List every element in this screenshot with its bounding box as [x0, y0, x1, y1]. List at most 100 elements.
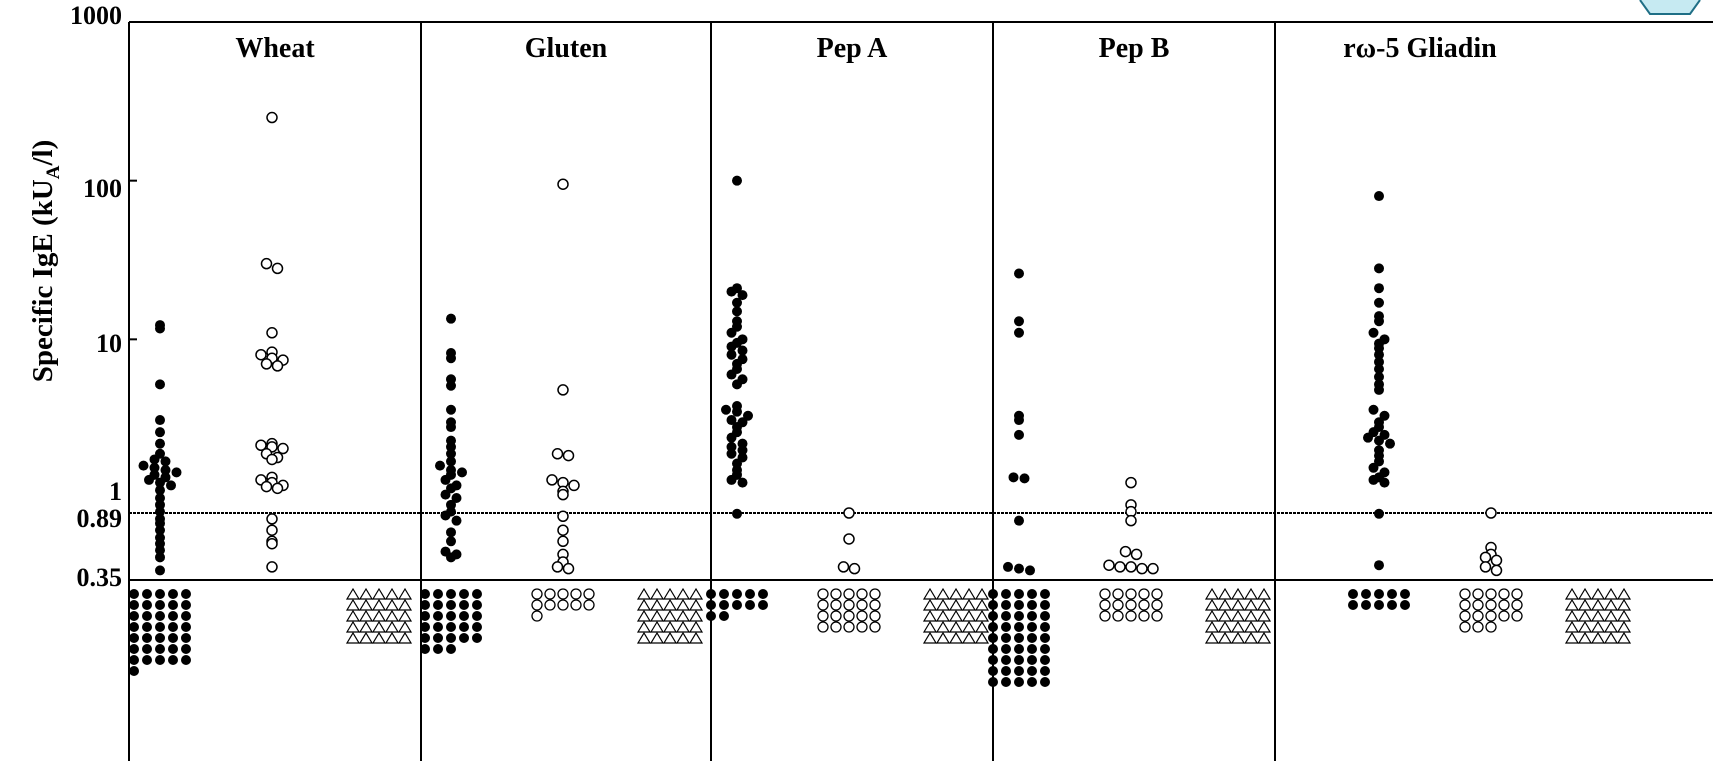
data-point-below-filled	[181, 622, 191, 632]
data-point-below-triangle	[1243, 631, 1259, 644]
data-point-filled	[1014, 429, 1024, 440]
data-point-below-filled	[1040, 589, 1050, 599]
data-point-below-triangle	[961, 587, 977, 600]
data-point-open	[1125, 476, 1137, 489]
data-point-below-triangle	[1243, 609, 1259, 622]
data-point-below-filled	[1014, 600, 1024, 610]
data-point-below-filled	[1040, 611, 1050, 621]
data-point-below-open	[1498, 610, 1510, 622]
data-point-below-open	[1472, 621, 1484, 633]
data-point-open	[557, 384, 569, 396]
data-point-below-triangle	[1217, 587, 1233, 600]
data-point-filled	[155, 506, 165, 517]
data-point-below-filled	[1040, 677, 1050, 687]
data-point-below-filled	[745, 589, 755, 599]
panel-title: Pep B	[1099, 33, 1170, 64]
data-point-filled	[155, 565, 165, 576]
data-point-below-triangle	[384, 620, 400, 633]
data-point-open	[557, 535, 569, 548]
data-point-below-filled	[719, 600, 729, 610]
data-point-below-triangle	[1256, 620, 1272, 633]
data-point-below-open	[583, 588, 595, 600]
data-point-below-triangle	[662, 620, 678, 633]
data-point-below-filled	[732, 589, 742, 599]
data-point-below-triangle	[935, 598, 951, 611]
data-point-open	[266, 537, 278, 550]
data-point-open	[562, 562, 575, 575]
data-point-filled	[1014, 268, 1024, 279]
data-point-below-filled	[472, 622, 482, 632]
data-point-below-triangle	[371, 609, 387, 622]
data-point-open	[1485, 507, 1497, 519]
data-point-below-triangle	[948, 609, 964, 622]
data-point-below-triangle	[1230, 598, 1246, 611]
data-point-below-triangle	[948, 620, 964, 633]
data-point-below-open	[817, 588, 829, 600]
data-point-below-filled	[181, 600, 191, 610]
data-point-below-filled	[459, 633, 469, 643]
data-point-below-filled	[472, 589, 482, 599]
data-point-below-triangle	[384, 609, 400, 622]
data-point-below-open	[1485, 588, 1497, 600]
data-point-below-triangle	[948, 598, 964, 611]
data-point-below-triangle	[922, 598, 938, 611]
data-point-below-filled	[988, 677, 998, 687]
data-point-open	[1119, 545, 1132, 558]
data-point-below-open	[1151, 610, 1163, 622]
data-point-filled	[1374, 297, 1384, 308]
data-point-filled	[149, 462, 160, 473]
data-point-below-triangle	[636, 631, 652, 644]
data-point-below-open	[1459, 610, 1471, 622]
data-point-below-filled	[446, 644, 456, 654]
data-point-below-filled	[129, 611, 139, 621]
data-point-open	[266, 453, 278, 466]
data-point-open	[557, 488, 569, 501]
data-point-below-filled	[1040, 622, 1050, 632]
data-point-below-triangle	[636, 598, 652, 611]
data-point-below-triangle	[675, 587, 691, 600]
data-point-below-filled	[155, 644, 165, 654]
data-point-below-filled	[155, 589, 165, 599]
data-point-below-triangle	[1577, 609, 1593, 622]
data-point-open	[271, 262, 284, 275]
data-point-below-open	[843, 610, 855, 622]
data-point-below-triangle	[662, 598, 678, 611]
data-point-below-filled	[988, 666, 998, 676]
data-point-below-open	[856, 599, 868, 611]
data-point-below-filled	[129, 644, 139, 654]
data-point-below-filled	[181, 633, 191, 643]
data-point-below-triangle	[345, 609, 361, 622]
data-point-below-triangle	[688, 631, 704, 644]
data-point-below-triangle	[675, 609, 691, 622]
data-point-below-filled	[1027, 677, 1037, 687]
data-point-below-filled	[1027, 655, 1037, 665]
y-tick-label: 1	[109, 477, 122, 506]
data-point-below-filled	[1001, 622, 1011, 632]
data-point-filled	[446, 404, 456, 415]
data-point-below-open	[830, 621, 842, 633]
data-point-below-triangle	[662, 631, 678, 644]
data-point-below-triangle	[1243, 587, 1259, 600]
data-point-filled	[451, 493, 462, 503]
data-point-below-filled	[129, 666, 139, 676]
data-point-filled	[1379, 477, 1390, 488]
data-point-below-open	[1511, 588, 1523, 600]
data-point-open	[1114, 561, 1126, 573]
data-point-below-open	[869, 621, 881, 633]
data-point-below-filled	[129, 633, 139, 643]
data-point-below-filled	[446, 611, 456, 621]
data-point-open	[562, 449, 575, 462]
data-point-below-triangle	[688, 598, 704, 611]
data-point-below-open	[531, 588, 543, 600]
data-point-below-triangle	[961, 631, 977, 644]
data-point-filled	[726, 474, 737, 485]
data-point-below-filled	[1027, 611, 1037, 621]
data-point-below-triangle	[371, 587, 387, 600]
data-point-below-filled	[168, 644, 178, 654]
data-point-below-triangle	[935, 609, 951, 622]
data-point-below-triangle	[649, 598, 665, 611]
data-point-filled	[732, 406, 742, 417]
data-point-open	[546, 474, 558, 486]
data-point-filled	[726, 432, 737, 443]
data-point-below-filled	[420, 633, 430, 643]
